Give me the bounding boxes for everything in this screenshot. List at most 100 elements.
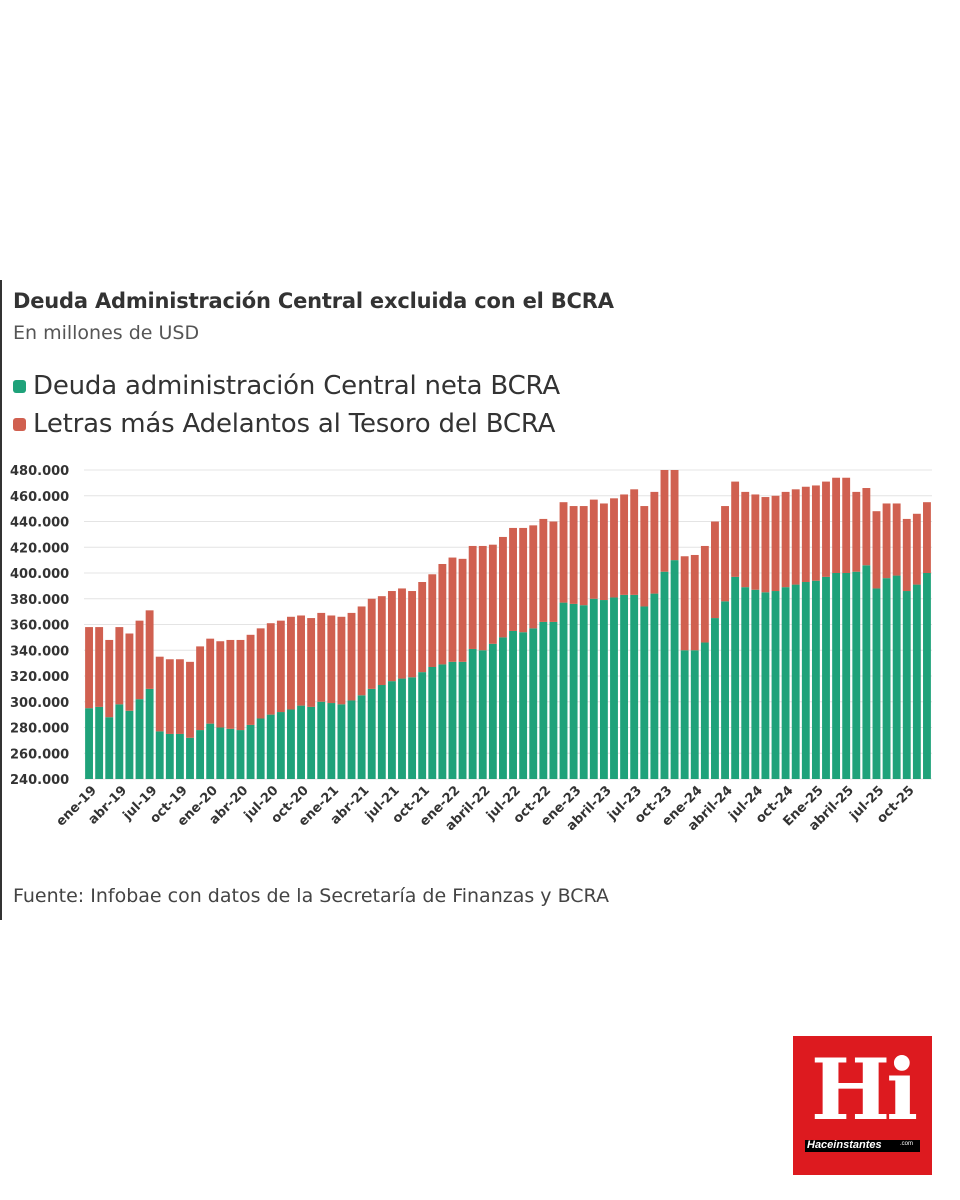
y-tick-label: 400.000 xyxy=(10,567,69,582)
bar-letras-adelantos xyxy=(872,511,881,589)
bar-letras-adelantos xyxy=(771,495,780,592)
bar-deuda-neta xyxy=(357,695,366,779)
bar-deuda-neta xyxy=(822,576,830,779)
bar-letras-adelantos xyxy=(135,620,144,700)
bar-letras-adelantos xyxy=(175,659,184,734)
bar-letras-adelantos xyxy=(660,470,669,572)
bar-letras-adelantos xyxy=(347,612,356,701)
bar-letras-adelantos xyxy=(680,556,689,651)
bar-deuda-neta xyxy=(226,728,235,779)
bar-deuda-neta xyxy=(266,714,275,780)
bar-letras-adelantos xyxy=(165,659,174,734)
bar-letras-adelantos xyxy=(387,591,396,682)
bar-deuda-neta xyxy=(842,573,851,779)
bar-letras-adelantos xyxy=(196,646,205,731)
bar-letras-adelantos xyxy=(246,634,255,725)
y-tick-label: 300.000 xyxy=(10,696,69,711)
bar-letras-adelantos xyxy=(468,545,477,649)
bar-deuda-neta xyxy=(650,593,659,779)
bar-letras-adelantos xyxy=(640,506,649,607)
bar-letras-adelantos xyxy=(155,656,164,732)
bar-deuda-neta xyxy=(196,730,205,779)
bar-deuda-neta xyxy=(902,591,911,779)
stacked-bar-chart: 240.000 260.000 280.000 300.000 320.000 340.0… xyxy=(10,464,932,834)
bar-deuda-neta xyxy=(711,618,719,779)
bar-deuda-neta xyxy=(670,560,679,780)
bar-letras-adelantos xyxy=(266,623,275,715)
bar-letras-adelantos xyxy=(711,521,719,619)
bar-deuda-neta xyxy=(216,727,225,779)
bar-deuda-neta xyxy=(347,700,356,779)
bar-letras-adelantos xyxy=(256,628,265,719)
bar-deuda-neta xyxy=(408,677,417,779)
y-tick-label: 280.000 xyxy=(10,722,69,737)
bar-deuda-neta xyxy=(276,712,285,779)
bar-deuda-neta xyxy=(387,681,396,779)
bar-letras-adelantos xyxy=(357,606,366,696)
bar-letras-adelantos xyxy=(499,536,507,638)
y-tick-label: 440.000 xyxy=(10,516,69,531)
bar-deuda-neta xyxy=(599,600,608,779)
bar-deuda-neta xyxy=(771,591,780,779)
bar-deuda-neta xyxy=(398,678,406,779)
bar-letras-adelantos xyxy=(721,506,729,602)
bar-deuda-neta xyxy=(186,737,194,779)
bar-deuda-neta xyxy=(620,594,629,779)
bar-letras-adelantos xyxy=(791,489,800,585)
bar-letras-adelantos xyxy=(892,503,901,576)
bar-deuda-neta xyxy=(165,733,174,779)
bar-letras-adelantos xyxy=(670,470,679,561)
bar-letras-adelantos xyxy=(428,574,437,667)
bar-deuda-neta xyxy=(377,685,386,779)
bar-letras-adelantos xyxy=(307,618,316,707)
bar-deuda-neta xyxy=(256,718,265,779)
bar-deuda-neta xyxy=(438,664,447,779)
bar-letras-adelantos xyxy=(781,491,790,588)
bar-deuda-neta xyxy=(529,628,538,779)
bar-deuda-neta xyxy=(367,688,376,780)
bar-letras-adelantos xyxy=(882,503,891,579)
bar-letras-adelantos xyxy=(539,518,548,622)
bar-deuda-neta xyxy=(610,597,618,779)
bar-letras-adelantos xyxy=(559,502,568,603)
x-axis-ticks: ene-19abr-19jul-19oct-19ene-20abr-20jul-… xyxy=(54,783,918,834)
bar-letras-adelantos xyxy=(478,545,487,651)
bar-letras-adelantos xyxy=(650,491,659,594)
bar-letras-adelantos xyxy=(448,557,457,662)
bar-deuda-neta xyxy=(781,587,790,779)
bar-letras-adelantos xyxy=(610,498,618,598)
bar-letras-adelantos xyxy=(398,588,406,679)
bar-deuda-neta xyxy=(478,650,487,779)
left-rule xyxy=(0,280,2,920)
bar-letras-adelantos xyxy=(206,638,215,724)
bar-letras-adelantos xyxy=(842,477,851,573)
bar-deuda-neta xyxy=(236,730,245,779)
bar-letras-adelantos xyxy=(236,639,245,731)
bar-letras-adelantos xyxy=(579,506,588,606)
bar-deuda-neta xyxy=(801,582,810,779)
bar-deuda-neta xyxy=(448,661,457,779)
bar-deuda-neta xyxy=(559,602,568,779)
bar-deuda-neta xyxy=(145,688,154,780)
bar-deuda-neta xyxy=(287,709,295,779)
bar-deuda-neta xyxy=(811,580,820,779)
bar-letras-adelantos xyxy=(488,544,497,644)
bar-letras-adelantos xyxy=(923,502,931,573)
bar-letras-adelantos xyxy=(408,591,417,678)
bar-deuda-neta xyxy=(721,601,729,779)
bar-deuda-neta xyxy=(660,571,669,779)
bar-deuda-neta xyxy=(105,717,114,779)
bar-letras-adelantos xyxy=(811,485,820,581)
bar-deuda-neta xyxy=(892,575,901,779)
bar-letras-adelantos xyxy=(569,506,578,604)
gridlines xyxy=(84,469,932,780)
bar-deuda-neta xyxy=(246,724,255,779)
bar-letras-adelantos xyxy=(226,639,235,729)
bar-deuda-neta xyxy=(700,642,709,779)
bar-letras-adelantos xyxy=(186,661,194,738)
bar-letras-adelantos xyxy=(761,497,770,593)
bar-deuda-neta xyxy=(680,650,689,779)
bar-deuda-neta xyxy=(175,733,184,779)
bar-deuda-neta xyxy=(862,565,871,779)
bar-deuda-neta xyxy=(589,598,598,779)
